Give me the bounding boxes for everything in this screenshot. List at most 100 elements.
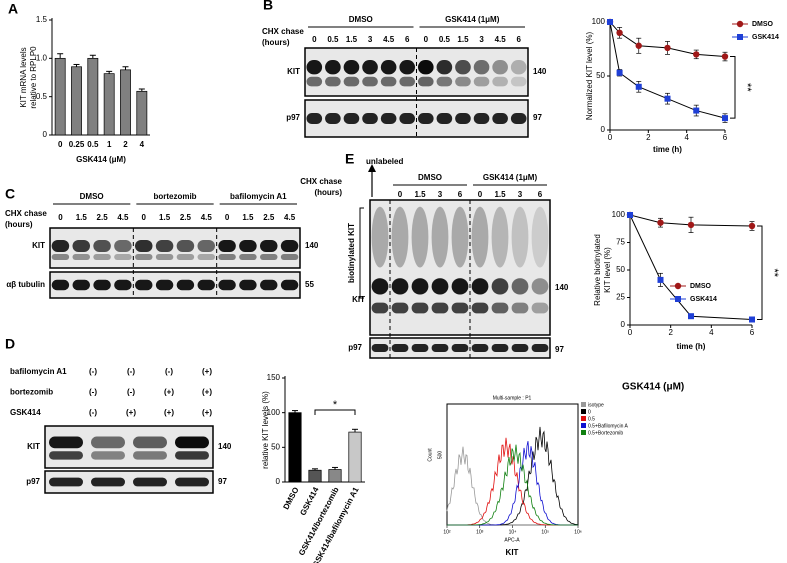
blot-band	[306, 112, 323, 125]
blot-band	[280, 279, 299, 291]
blot-band	[93, 240, 111, 252]
lane-label: 0	[398, 190, 403, 199]
x-tick-label: 1	[107, 140, 112, 149]
blot-band	[218, 254, 236, 260]
blot-band	[72, 240, 90, 252]
blot-band	[280, 240, 299, 252]
size-marker: 55	[305, 280, 314, 289]
blot-frame	[49, 227, 301, 269]
marker	[657, 219, 664, 226]
row-label: KIT	[287, 67, 300, 76]
significance-bracket	[757, 225, 763, 320]
size-marker: 97	[533, 113, 542, 122]
blot-band	[471, 278, 489, 295]
marker	[722, 115, 728, 122]
condition-value: (-)	[127, 388, 135, 397]
group-label: GSK414 (1μM)	[445, 15, 500, 24]
marker	[657, 276, 664, 283]
x-axis-label: time (h)	[653, 145, 682, 154]
marker	[607, 19, 613, 25]
row-label: αβ tubulin	[6, 280, 45, 289]
x-tick-label: 2	[123, 140, 128, 149]
panel-letter: C	[5, 186, 15, 202]
lane-label: 1.5	[414, 190, 426, 199]
blot-band	[49, 477, 83, 487]
row-label: KIT	[27, 442, 40, 451]
flow-y-tick: 500	[437, 451, 443, 460]
blot-band	[114, 254, 132, 260]
y-tick-label: 50	[596, 71, 605, 80]
y-tick-label: 50	[271, 442, 280, 451]
y-tick-label: 75	[616, 238, 625, 247]
blot-band	[114, 240, 132, 252]
condition-value: (-)	[89, 388, 97, 397]
flow-legend-label: 0	[588, 409, 591, 415]
blot-band	[114, 279, 132, 291]
blot-band	[371, 278, 389, 295]
condition-value: (-)	[127, 367, 135, 376]
flow-x-tick-label: 10⁵	[541, 529, 549, 535]
blot-band	[411, 206, 429, 268]
blot-band	[343, 60, 360, 75]
blot-frame	[49, 271, 301, 299]
condition-label: bortezomib	[10, 388, 53, 397]
marker	[688, 313, 694, 320]
size-marker: 97	[218, 477, 227, 486]
lane-label: 4.5	[201, 213, 213, 222]
group-label: DMSO	[418, 173, 442, 182]
group-label: DMSO	[80, 192, 104, 201]
flow-legend-swatch	[581, 409, 586, 414]
blot-band	[93, 279, 111, 291]
blot-band	[260, 279, 278, 291]
x-tick-label: 0	[58, 140, 63, 149]
blot-band	[511, 206, 529, 268]
marker	[627, 212, 633, 218]
chx-label: (hours)	[314, 188, 342, 197]
blot-band	[511, 278, 529, 295]
blot-band	[451, 302, 469, 314]
marker	[748, 222, 756, 230]
blot-band	[491, 302, 509, 314]
blot-band	[135, 240, 153, 252]
blot-band	[471, 206, 489, 268]
blot-band	[455, 112, 471, 125]
x-tick-label: 2	[646, 133, 651, 142]
group-label: DMSO	[349, 15, 373, 24]
blot-band	[511, 344, 529, 352]
marker	[635, 83, 642, 90]
condition-label: GSK414	[10, 408, 41, 417]
y-axis-label: relative to RPLP0	[29, 46, 38, 109]
blot-band	[175, 451, 209, 460]
blot-band	[417, 60, 434, 75]
blot-band	[471, 302, 489, 314]
y-axis-label: Relative biotinylated	[593, 234, 602, 306]
blot-band	[325, 60, 341, 75]
marker	[664, 44, 671, 52]
flow-legend-swatch	[581, 430, 586, 435]
marker	[687, 221, 695, 229]
condition-value: (+)	[202, 367, 212, 376]
lane-label: 4.5	[495, 35, 507, 44]
blot-band	[371, 302, 389, 314]
x-tick-label: 0.5	[87, 140, 99, 149]
chx-label: (hours)	[262, 38, 290, 47]
lane-label: 6	[516, 35, 521, 44]
blot-band	[436, 112, 453, 125]
bar	[348, 431, 362, 483]
row-label: p97	[348, 343, 362, 352]
lane-label: 1.5	[346, 35, 358, 44]
blot-band	[391, 302, 409, 314]
blot-band	[343, 76, 360, 87]
bar	[328, 469, 342, 483]
condition-value: (-)	[89, 367, 97, 376]
blot-band	[380, 60, 397, 75]
blot-band	[135, 254, 153, 260]
blot-band	[72, 254, 90, 260]
blot-band	[473, 76, 490, 87]
y-tick-label: 0	[601, 125, 606, 134]
blot-band	[391, 344, 409, 352]
y-tick-label: 0	[621, 320, 626, 329]
flow-y-label: Count	[427, 448, 433, 462]
blot-band	[260, 254, 278, 260]
blot-band	[411, 278, 429, 295]
